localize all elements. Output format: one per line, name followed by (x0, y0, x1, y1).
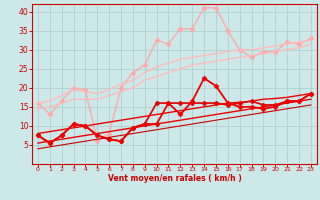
X-axis label: Vent moyen/en rafales ( km/h ): Vent moyen/en rafales ( km/h ) (108, 174, 241, 183)
